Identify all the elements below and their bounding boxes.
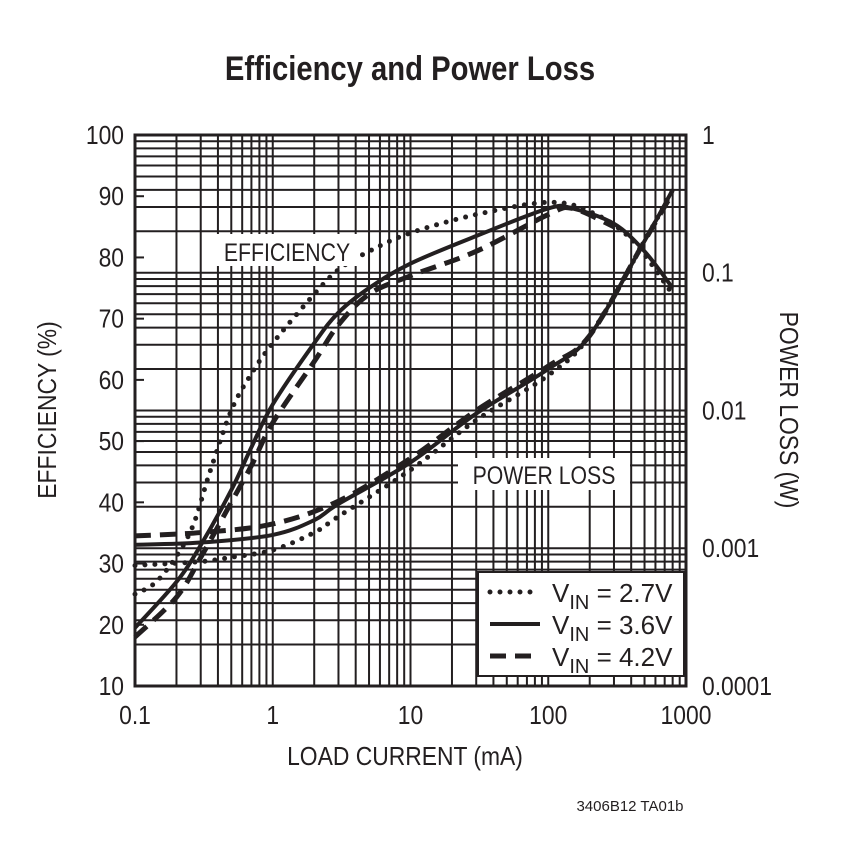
x-axis-label: LOAD CURRENT (mA) [287,743,523,772]
figure-code: 3406B12 TA01b [576,798,683,815]
series-efficiency-4.2V [133,205,616,639]
y2-tick-label: 0.0001 [702,673,772,702]
y2-axis-label: POWER LOSS (W) [774,312,803,509]
plot-frame [133,133,688,688]
y2-tick-label: 0.01 [702,397,746,426]
series-power_loss-4.2V [134,191,675,539]
x-tick-label: 1000 [661,702,712,731]
series-power_loss-3.6V [134,188,675,547]
y-tick-label: 50 [99,428,124,457]
y-tick-label: 70 [99,305,124,334]
y-tick-label: 100 [86,122,124,151]
y-axis-label: EFFICIENCY (%) [34,321,63,498]
legend-label: VIN = 4.2V [552,642,673,678]
y-tick-label: 20 [99,611,124,640]
power-loss-annotation: POWER LOSS [473,461,616,489]
y-tick-label: 40 [99,489,124,518]
y-tick-label: 10 [99,673,124,702]
legend-label: VIN = 3.6V [552,610,673,646]
y2-tick-label: 0.1 [702,259,734,288]
chart-title: Efficiency and Power Loss [225,49,595,88]
power-loss-label: POWER LOSS [458,458,630,490]
y-tick-label: 80 [99,244,124,273]
x-tick-label: 10 [398,702,423,731]
x-tick-label: 1 [266,702,279,731]
curves [132,187,676,639]
series-efficiency-2.7V [132,199,676,597]
tick-labels: 0.1 1 10 100 1000 100 90 80 70 60 50 40 30 20 10 1 0.1 0.… [86,122,772,731]
y-tick-label: 60 [99,367,124,396]
legend-label: VIN = 2.7V [552,578,673,614]
x-tick-label: 100 [529,702,567,731]
y2-tick-label: 0.001 [702,535,759,564]
efficiency-annotation: EFFICIENCY [224,238,350,266]
x-tick-label: 0.1 [119,702,151,731]
y2-tick-label: 1 [702,122,715,151]
y-tick-label: 30 [99,550,124,579]
y-tick-label: 90 [99,183,124,212]
efficiency-label: EFFICIENCY [216,234,358,266]
